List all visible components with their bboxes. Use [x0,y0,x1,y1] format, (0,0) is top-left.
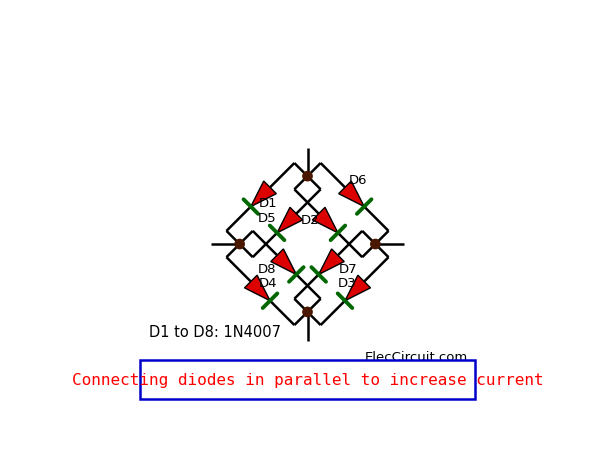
Text: D1 to D8: 1N4007: D1 to D8: 1N4007 [149,325,281,339]
Polygon shape [271,250,296,275]
Text: D7: D7 [338,263,357,275]
FancyBboxPatch shape [140,360,475,400]
Text: D4: D4 [259,276,277,289]
Polygon shape [345,275,370,301]
Text: Connecting diodes in parallel to increase current: Connecting diodes in parallel to increas… [71,373,544,388]
Polygon shape [277,208,302,233]
Circle shape [303,172,312,181]
Circle shape [235,240,244,249]
Text: D5: D5 [258,212,277,225]
Polygon shape [251,181,277,207]
Text: D6: D6 [349,173,367,186]
Text: D3: D3 [338,276,357,289]
Polygon shape [319,250,344,275]
Text: D1: D1 [258,196,277,209]
Polygon shape [313,208,338,233]
Polygon shape [245,275,270,301]
Polygon shape [338,181,364,207]
Text: D2: D2 [301,214,320,227]
Circle shape [303,307,312,317]
Circle shape [371,240,380,249]
Text: ElecCircuit.com: ElecCircuit.com [365,350,468,363]
Text: D8: D8 [258,263,276,275]
